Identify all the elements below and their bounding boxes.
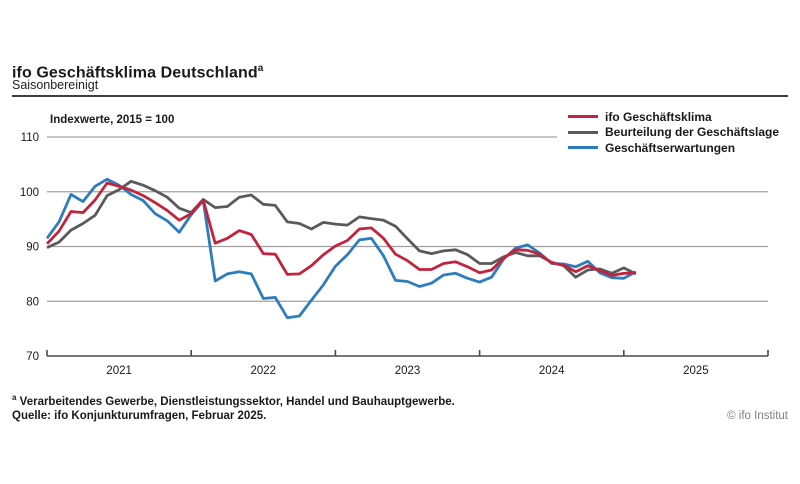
legend-swatch-klima [568, 115, 598, 119]
title-divider [12, 95, 788, 97]
page-title-footnote-marker: a [257, 62, 264, 74]
legend-item-erwartungen: Geschäftserwartungen [568, 140, 779, 155]
y-tick-label-110: 110 [21, 132, 39, 144]
footnote-marker: a [12, 393, 17, 402]
page-title: ifo Geschäftsklima Deutschlanda [12, 63, 263, 82]
legend-label-klima: ifo Geschäftsklima [605, 109, 712, 124]
legend-swatch-lage [568, 130, 598, 134]
footnote: a Verarbeitendes Gewerbe, Dienstleistung… [12, 393, 455, 408]
x-tick-label-2021: 2021 [106, 365, 132, 377]
footnote-text: Verarbeitendes Gewerbe, Dienstleistungss… [19, 395, 455, 408]
y-tick-label-90: 90 [26, 242, 39, 254]
x-tick-label-2025: 2025 [683, 365, 709, 377]
legend-item-lage: Beurteilung der Geschäftslage [568, 125, 780, 140]
copyright-note: © ifo Institut [727, 410, 788, 422]
page-subtitle: Saisonbereinigt [12, 78, 99, 92]
series-line-lage [46, 179, 637, 279]
series-line-erwartungen [45, 177, 637, 320]
x-tick-label-2024: 2024 [539, 365, 565, 377]
x-tick-label-2022: 2022 [251, 365, 277, 377]
y-tick-label-80: 80 [26, 296, 39, 308]
source-note: Quelle: ifo Konjunkturumfragen, Februar … [12, 410, 267, 422]
chart-legend: ifo Geschäftsklima Beurteilung der Geschä… [566, 109, 780, 156]
y-tick-label-70: 70 [26, 351, 39, 363]
axis-unit-note: Indexwerte, 2015 = 100 [50, 114, 175, 126]
page-title-text: ifo Geschäftsklima Deutschland [12, 64, 258, 82]
legend-label-lage: Beurteilung der Geschäftslage [605, 125, 780, 140]
legend-label-erwartungen: Geschäftserwartungen [605, 140, 736, 155]
legend-swatch-erwartungen [568, 146, 598, 150]
y-tick-label-100: 100 [20, 187, 39, 199]
legend-item-klima: ifo Geschäftsklima [568, 109, 779, 124]
series-line-klima [45, 181, 636, 277]
x-tick-label-2023: 2023 [395, 365, 421, 377]
